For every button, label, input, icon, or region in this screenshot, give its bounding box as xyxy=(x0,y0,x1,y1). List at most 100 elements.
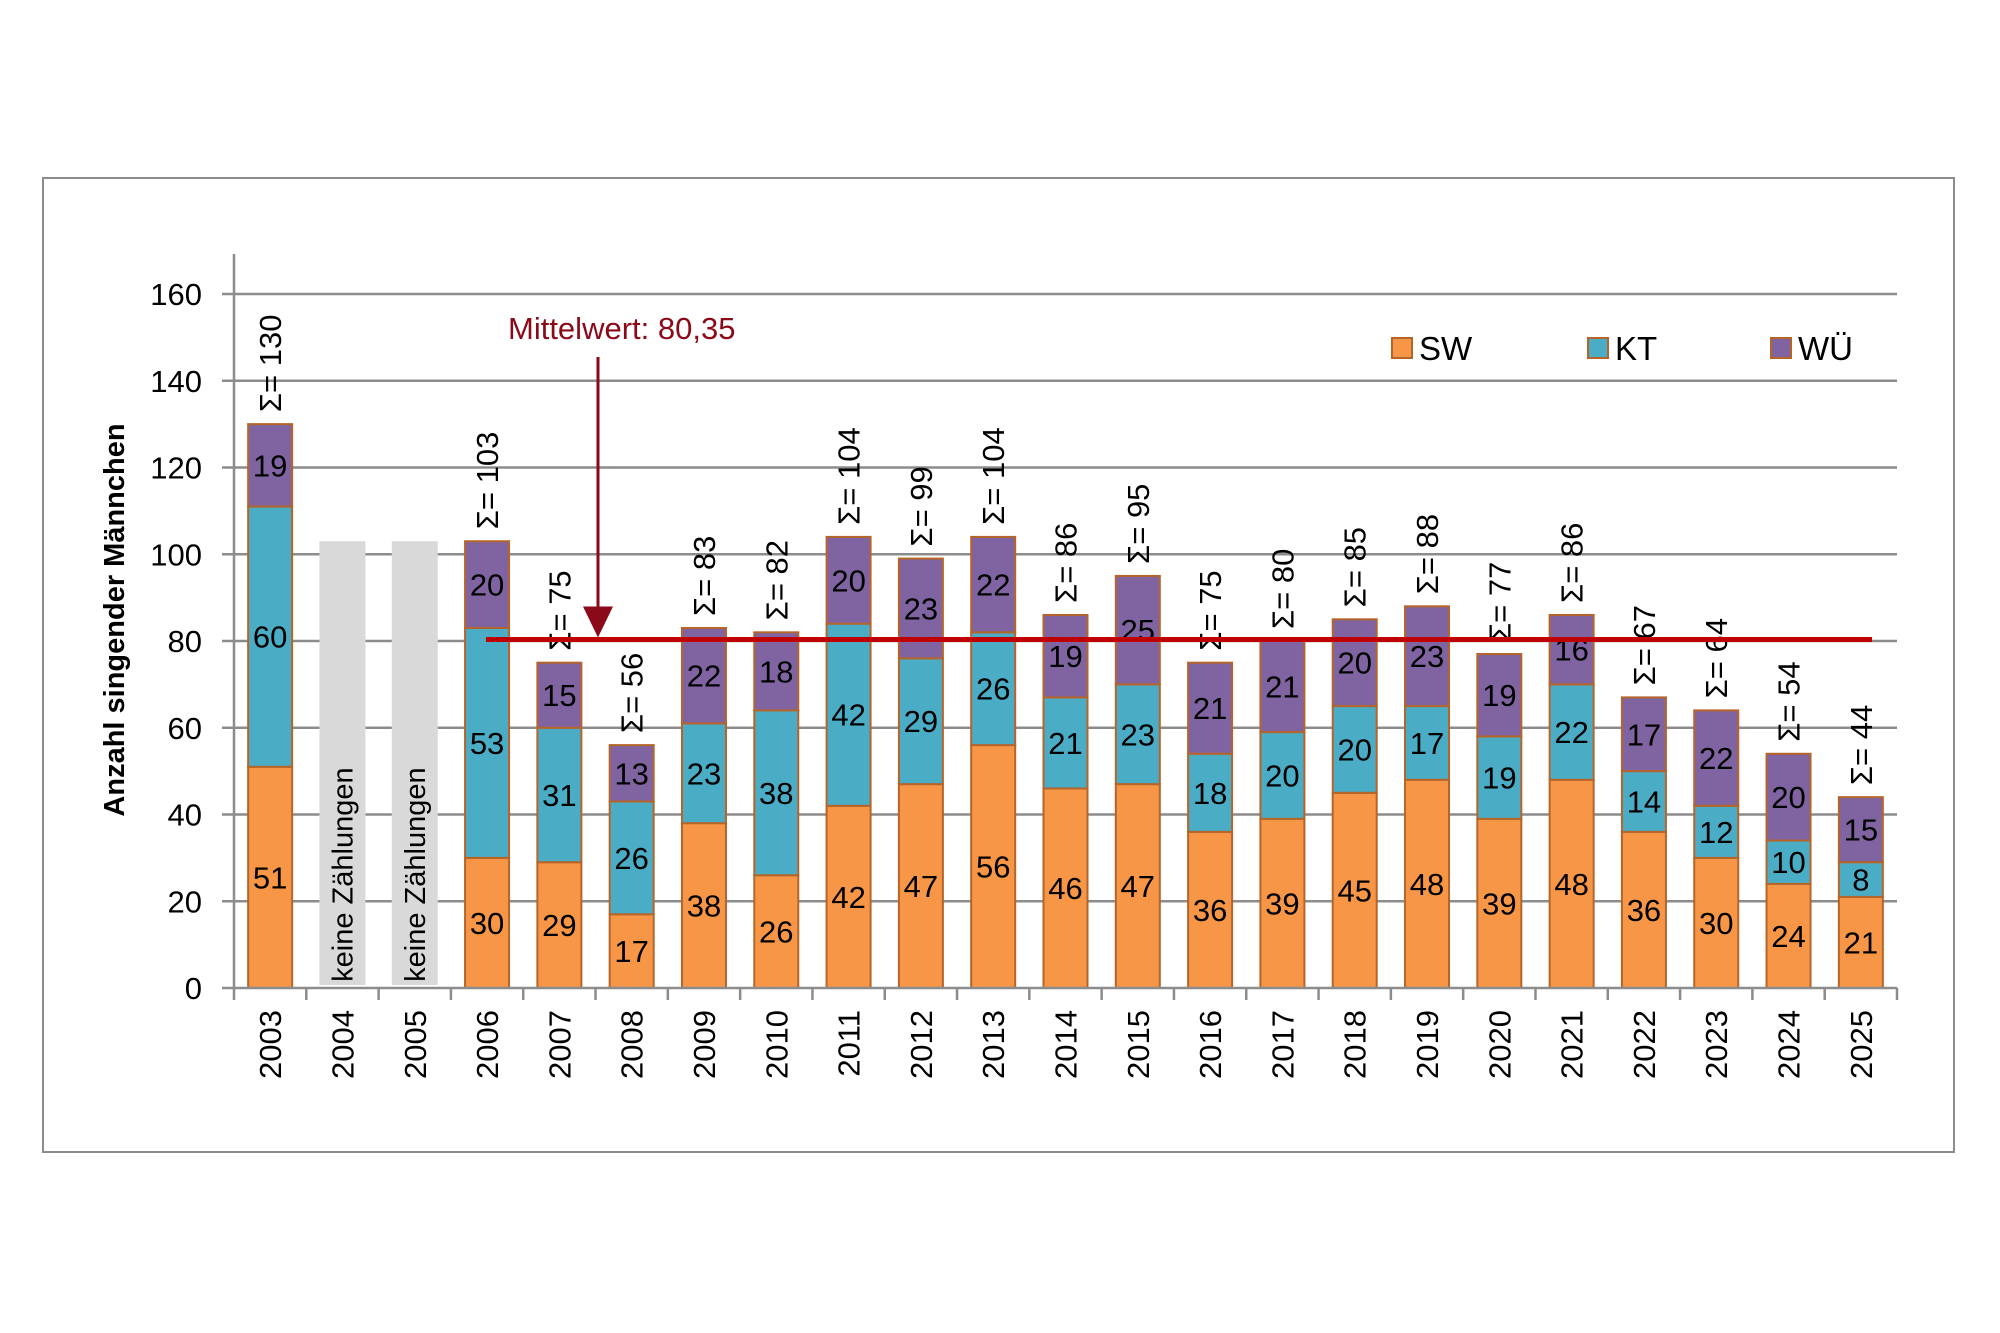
y-tick-label: 0 xyxy=(185,971,202,1006)
y-axis-title: Anzahl singender Männchen xyxy=(99,423,131,816)
data-label-SW-2018: 45 xyxy=(1337,873,1371,908)
bar-segment-WÜ-2025 xyxy=(1837,796,1884,864)
x-tick-label-2013: 2013 xyxy=(976,1010,1011,1079)
no-data-bar-2005 xyxy=(391,541,438,985)
bar-segment-WÜ-2021 xyxy=(1548,613,1595,686)
data-label-KT-2006: 53 xyxy=(470,726,504,761)
data-label-SW-2016: 36 xyxy=(1193,893,1227,928)
data-label-WÜ-2009: 22 xyxy=(687,659,721,694)
data-label-SW-2025: 21 xyxy=(1844,925,1878,960)
data-label-KT-2015: 23 xyxy=(1121,717,1155,752)
x-tick-label-2007: 2007 xyxy=(542,1010,577,1079)
x-tick-label-2017: 2017 xyxy=(1265,1010,1300,1079)
x-tick-label-2023: 2023 xyxy=(1699,1010,1734,1079)
total-label-2025: Σ= 44 xyxy=(1844,705,1879,785)
data-label-WÜ-2022: 17 xyxy=(1627,717,1661,752)
data-label-KT-2010: 38 xyxy=(759,776,793,811)
data-label-KT-2012: 29 xyxy=(904,704,938,739)
y-tick-label: 140 xyxy=(150,364,202,399)
data-label-KT-2013: 26 xyxy=(976,672,1010,707)
bar-segment-WÜ-2006 xyxy=(464,540,511,629)
data-label-KT-2021: 22 xyxy=(1554,715,1588,750)
bar-segment-KT-2010 xyxy=(753,709,800,877)
data-label-KT-2009: 23 xyxy=(687,756,721,791)
mean-annotation: Mittelwert: 80,35 xyxy=(486,311,1872,642)
data-label-WÜ-2024: 20 xyxy=(1771,780,1805,815)
data-label-WÜ-2025: 15 xyxy=(1844,813,1878,848)
data-label-WÜ-2020: 19 xyxy=(1482,678,1516,713)
bar-segment-SW-2023 xyxy=(1693,856,1740,989)
x-tick-label-2006: 2006 xyxy=(470,1010,505,1079)
total-label-2010: Σ= 82 xyxy=(759,540,794,620)
data-label-SW-2021: 48 xyxy=(1554,867,1588,902)
legend-label-SW: SW xyxy=(1419,330,1473,367)
bar-segment-SW-2019 xyxy=(1404,778,1451,989)
x-tick-label-2022: 2022 xyxy=(1627,1010,1662,1079)
bar-segment-KT-2022 xyxy=(1620,770,1667,833)
data-label-SW-2009: 38 xyxy=(687,889,721,924)
bar-segment-SW-2021 xyxy=(1548,778,1595,989)
data-label-SW-2011: 42 xyxy=(831,880,865,915)
bar-segment-SW-2018 xyxy=(1331,791,1378,989)
bar-segment-WÜ-2018 xyxy=(1331,618,1378,708)
total-label-2008: Σ= 56 xyxy=(615,653,650,733)
bar-segment-SW-2011 xyxy=(825,804,872,990)
data-label-SW-2024: 24 xyxy=(1771,919,1805,954)
x-tick-label-2021: 2021 xyxy=(1555,1010,1590,1079)
total-label-2022: Σ= 67 xyxy=(1627,605,1662,685)
data-label-WÜ-2018: 20 xyxy=(1337,646,1371,681)
data-label-SW-2015: 47 xyxy=(1121,869,1155,904)
mean-arrow-head xyxy=(583,606,613,638)
data-label-KT-2007: 31 xyxy=(542,778,576,813)
mean-label: Mittelwert: 80,35 xyxy=(508,311,735,346)
legend-swatch-SW xyxy=(1391,337,1413,359)
total-label-2017: Σ= 80 xyxy=(1265,549,1300,629)
data-label-WÜ-2013: 22 xyxy=(976,568,1010,603)
y-tick-label: 120 xyxy=(150,451,202,486)
total-label-2018: Σ= 85 xyxy=(1338,527,1373,607)
legend-swatch-KT xyxy=(1587,337,1609,359)
bar-segment-SW-2016 xyxy=(1187,830,1234,989)
bar-segment-SW-2025 xyxy=(1837,895,1884,989)
x-tick-label-2020: 2020 xyxy=(1482,1010,1517,1079)
bar-segment-WÜ-2023 xyxy=(1693,709,1740,807)
data-label-KT-2018: 20 xyxy=(1337,732,1371,767)
bar-segment-SW-2014 xyxy=(1042,787,1089,989)
data-label-WÜ-2017: 21 xyxy=(1265,670,1299,705)
bar-segment-WÜ-2020 xyxy=(1476,653,1523,738)
data-label-WÜ-2019: 23 xyxy=(1410,639,1444,674)
x-tick-label-2025: 2025 xyxy=(1844,1010,1879,1079)
x-tick-label-2008: 2008 xyxy=(615,1010,650,1079)
total-label-2013: Σ= 104 xyxy=(976,427,1011,525)
bar-segment-WÜ-2016 xyxy=(1187,661,1234,755)
bar-segment-SW-2022 xyxy=(1620,830,1667,989)
data-label-SW-2010: 26 xyxy=(759,915,793,950)
total-label-2021: Σ= 86 xyxy=(1555,523,1590,603)
bar-segment-WÜ-2009 xyxy=(680,626,727,725)
x-tick-label-2003: 2003 xyxy=(253,1010,288,1079)
bar-segment-WÜ-2013 xyxy=(970,535,1017,634)
data-label-SW-2007: 29 xyxy=(542,908,576,943)
bar-segment-SW-2003 xyxy=(247,765,294,989)
x-tick-label-2016: 2016 xyxy=(1193,1010,1228,1079)
data-label-SW-2006: 30 xyxy=(470,906,504,941)
data-label-KT-2016: 18 xyxy=(1193,776,1227,811)
x-tick-label-2004: 2004 xyxy=(325,1010,360,1079)
total-label-2009: Σ= 83 xyxy=(687,536,722,616)
total-label-2014: Σ= 86 xyxy=(1049,523,1084,603)
data-label-KT-2014: 21 xyxy=(1048,726,1082,761)
total-label-2024: Σ= 54 xyxy=(1772,661,1807,741)
data-label-WÜ-2016: 21 xyxy=(1193,691,1227,726)
total-label-2011: Σ= 104 xyxy=(832,427,867,525)
y-tick-label: 80 xyxy=(168,624,202,659)
bar-segment-WÜ-2015 xyxy=(1114,574,1161,686)
data-label-KT-2011: 42 xyxy=(831,698,865,733)
total-label-2012: Σ= 99 xyxy=(904,466,939,546)
no-data-bar-2004 xyxy=(319,541,366,985)
x-tick-label-2005: 2005 xyxy=(398,1010,433,1079)
x-tick-label-2009: 2009 xyxy=(687,1010,722,1079)
bar-segment-KT-2003 xyxy=(247,505,294,768)
data-label-WÜ-2008: 13 xyxy=(614,756,648,791)
total-label-2003: Σ= 130 xyxy=(253,315,288,413)
